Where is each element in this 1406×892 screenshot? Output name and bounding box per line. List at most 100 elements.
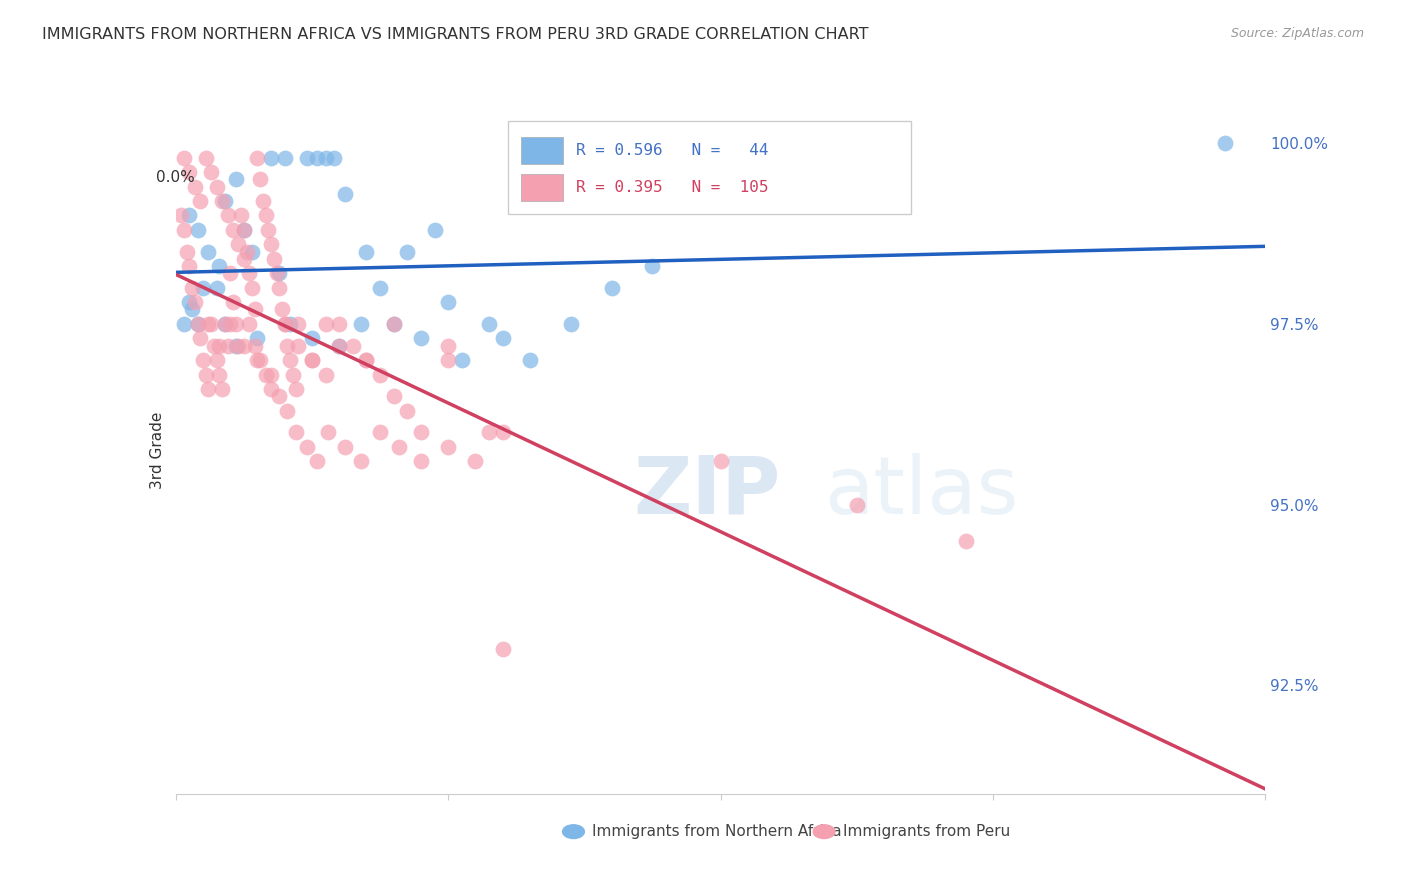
FancyBboxPatch shape bbox=[508, 120, 911, 213]
Point bbox=[238, 317, 260, 331]
Point bbox=[464, 454, 486, 468]
Point bbox=[246, 331, 269, 345]
Point bbox=[231, 209, 253, 223]
Point bbox=[287, 338, 309, 352]
Point bbox=[191, 281, 214, 295]
Point bbox=[249, 353, 271, 368]
Point bbox=[184, 295, 207, 310]
Point bbox=[222, 295, 245, 310]
Point bbox=[315, 317, 337, 331]
Point bbox=[409, 331, 432, 345]
Point bbox=[179, 259, 201, 273]
Point bbox=[200, 165, 222, 179]
Point bbox=[214, 317, 236, 331]
Point bbox=[246, 353, 269, 368]
Point bbox=[368, 368, 391, 382]
Point bbox=[396, 244, 419, 259]
Point bbox=[295, 151, 318, 165]
Point bbox=[342, 338, 364, 352]
Point bbox=[368, 425, 391, 440]
Point bbox=[181, 281, 204, 295]
Point bbox=[409, 454, 432, 468]
Point bbox=[186, 317, 209, 331]
Point bbox=[301, 353, 323, 368]
Point bbox=[284, 425, 307, 440]
Point bbox=[214, 194, 236, 208]
Point bbox=[252, 194, 274, 208]
Point bbox=[271, 302, 294, 317]
Point bbox=[217, 209, 239, 223]
Point bbox=[249, 172, 271, 186]
Circle shape bbox=[813, 825, 835, 838]
Point bbox=[266, 266, 288, 280]
Point bbox=[318, 425, 340, 440]
Text: Immigrants from Peru: Immigrants from Peru bbox=[842, 824, 1010, 839]
Point bbox=[197, 317, 219, 331]
Point bbox=[188, 331, 211, 345]
Point bbox=[246, 151, 269, 165]
Point bbox=[356, 353, 378, 368]
Point bbox=[240, 281, 263, 295]
Point bbox=[238, 266, 260, 280]
Point bbox=[186, 317, 209, 331]
Point bbox=[205, 353, 228, 368]
Point bbox=[211, 194, 233, 208]
Point bbox=[235, 244, 257, 259]
Circle shape bbox=[562, 825, 585, 838]
Point bbox=[217, 338, 239, 352]
Point bbox=[284, 382, 307, 396]
Point bbox=[205, 281, 228, 295]
Point bbox=[228, 338, 250, 352]
Point bbox=[328, 317, 350, 331]
Point bbox=[211, 382, 233, 396]
Point bbox=[260, 368, 283, 382]
Point bbox=[437, 338, 460, 352]
Point bbox=[228, 237, 250, 252]
Point bbox=[492, 425, 515, 440]
Point bbox=[173, 223, 195, 237]
Point bbox=[232, 223, 254, 237]
Point bbox=[243, 302, 266, 317]
Point bbox=[307, 151, 329, 165]
Point bbox=[191, 353, 214, 368]
Bar bbox=[522, 174, 562, 201]
Point bbox=[219, 317, 242, 331]
Point bbox=[955, 533, 977, 548]
Point bbox=[240, 244, 263, 259]
Text: R = 0.395   N =  105: R = 0.395 N = 105 bbox=[575, 180, 768, 194]
Point bbox=[437, 440, 460, 454]
Point bbox=[176, 244, 198, 259]
Point bbox=[333, 186, 356, 201]
Point bbox=[202, 338, 225, 352]
Point bbox=[197, 244, 219, 259]
Point bbox=[278, 317, 301, 331]
Point bbox=[287, 317, 309, 331]
Point bbox=[278, 353, 301, 368]
Point bbox=[260, 382, 283, 396]
Point bbox=[188, 194, 211, 208]
Point bbox=[232, 338, 254, 352]
Point bbox=[492, 642, 515, 657]
Point bbox=[845, 498, 868, 512]
Text: R = 0.596   N =   44: R = 0.596 N = 44 bbox=[575, 143, 768, 158]
Point bbox=[173, 317, 195, 331]
Point bbox=[208, 368, 231, 382]
Point bbox=[388, 440, 411, 454]
Point bbox=[276, 338, 298, 352]
Point bbox=[257, 223, 280, 237]
Point bbox=[205, 179, 228, 194]
Point bbox=[560, 317, 582, 331]
Point bbox=[186, 223, 209, 237]
Point bbox=[173, 151, 195, 165]
Point bbox=[208, 338, 231, 352]
Point bbox=[274, 317, 297, 331]
Point bbox=[333, 440, 356, 454]
Point bbox=[208, 259, 231, 273]
Point bbox=[322, 151, 344, 165]
Point bbox=[350, 317, 373, 331]
Bar bbox=[522, 136, 562, 164]
Point bbox=[437, 295, 460, 310]
Point bbox=[437, 353, 460, 368]
Point bbox=[301, 331, 323, 345]
Point bbox=[423, 223, 446, 237]
